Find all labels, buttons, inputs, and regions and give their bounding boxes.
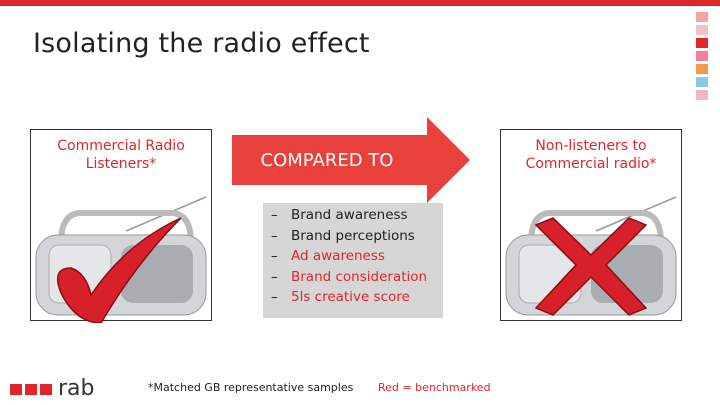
measure-list: – Brand awareness – Brand perceptions – Ad aw… [263, 203, 443, 308]
title: Isolating the radio effect [33, 28, 370, 59]
logo-mark [10, 384, 52, 395]
arrow: COMPARED TO [232, 117, 470, 203]
item-text: Brand consideration [291, 268, 428, 285]
top-bar [0, 0, 720, 6]
panel-label: Commercial Radio Listeners* [57, 138, 185, 172]
legend-note: Red = benchmarked [378, 381, 491, 394]
list-item: – Brand consideration [263, 267, 443, 288]
left-panel: Commercial Radio Listeners* [30, 129, 212, 324]
list-item: – Ad awareness [263, 246, 443, 267]
radio-check [35, 196, 207, 324]
footnote: *Matched GB representative samples [148, 381, 354, 394]
color-stripes [696, 12, 708, 100]
item-text: 5ls creative score [291, 289, 410, 305]
item-text: Ad awareness [291, 248, 385, 264]
right-panel: Non-listeners to Commercial radio* [500, 129, 682, 321]
arrow-label: COMPARED TO [261, 150, 394, 171]
list-item: – Brand awareness [263, 205, 443, 226]
bullet: – [271, 207, 278, 223]
item-text: Brand perceptions [291, 227, 415, 244]
radio-cross [505, 196, 677, 316]
list-item: –5ls creative score [263, 287, 443, 308]
item-text: Brand awareness [291, 207, 408, 223]
list-item: – Brand perceptions [263, 226, 443, 247]
bullet: – [271, 227, 278, 244]
bullet: – [271, 248, 278, 264]
bullet: – [271, 289, 278, 305]
list-box: – Brand awareness – Brand perceptions – Ad aw… [263, 203, 443, 318]
bullet: – [271, 268, 278, 285]
panel-label: Non-listeners to Commercial radio* [525, 138, 657, 172]
logo: rab [58, 376, 95, 401]
